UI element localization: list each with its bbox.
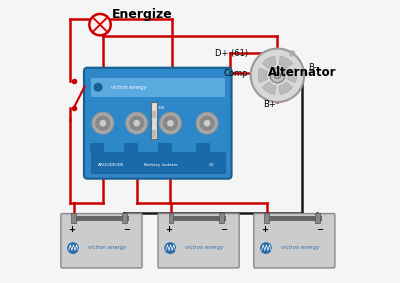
Bar [72, 213, 76, 222]
Text: +: + [261, 225, 268, 234]
Circle shape [164, 242, 176, 254]
FancyBboxPatch shape [61, 214, 142, 268]
Circle shape [200, 116, 214, 130]
Wedge shape [287, 68, 297, 83]
Text: +: + [165, 225, 172, 234]
Text: −: − [220, 225, 227, 234]
Bar [315, 213, 320, 222]
Wedge shape [279, 82, 293, 95]
Text: −: − [123, 225, 130, 234]
Text: Energize: Energize [112, 8, 173, 21]
Bar [158, 143, 172, 152]
Bar [219, 213, 224, 222]
Circle shape [270, 68, 285, 83]
Bar [152, 130, 156, 138]
Bar [152, 111, 156, 118]
Circle shape [204, 120, 210, 127]
Text: victron energy: victron energy [185, 245, 223, 250]
Text: DIODE: DIODE [151, 106, 164, 110]
Text: victron energy: victron energy [111, 85, 147, 90]
Wedge shape [258, 68, 268, 83]
Text: Battery Isolator: Battery Isolator [144, 163, 178, 168]
Bar [124, 143, 138, 152]
Text: Alternator: Alternator [268, 66, 336, 79]
Circle shape [160, 113, 181, 134]
FancyBboxPatch shape [158, 214, 239, 268]
Wedge shape [262, 82, 276, 95]
Circle shape [163, 116, 178, 130]
Bar [91, 152, 225, 173]
Bar [74, 216, 129, 221]
Bar [90, 143, 104, 152]
Circle shape [96, 116, 110, 130]
Circle shape [100, 120, 106, 127]
Text: victron energy: victron energy [281, 245, 319, 250]
Text: CE: CE [208, 163, 214, 168]
Wedge shape [279, 56, 293, 69]
Circle shape [274, 72, 281, 78]
Bar [264, 213, 269, 222]
FancyBboxPatch shape [254, 214, 335, 268]
Circle shape [196, 113, 218, 134]
Circle shape [260, 242, 272, 254]
Text: D+ (61): D+ (61) [215, 49, 248, 58]
Circle shape [167, 120, 174, 127]
Bar [122, 213, 127, 222]
Text: −: − [316, 225, 323, 234]
Text: +: + [68, 225, 75, 234]
Bar [151, 102, 157, 139]
Wedge shape [262, 56, 276, 69]
Bar [171, 216, 226, 221]
Bar [91, 78, 225, 97]
Circle shape [92, 113, 114, 134]
Text: B+: B+ [263, 100, 276, 109]
Circle shape [126, 113, 147, 134]
Text: victron energy: victron energy [88, 245, 126, 250]
Bar [196, 143, 210, 152]
FancyBboxPatch shape [84, 68, 232, 179]
Bar [169, 213, 173, 222]
Circle shape [89, 14, 111, 35]
Circle shape [94, 83, 102, 92]
Circle shape [251, 49, 304, 102]
Text: B-: B- [308, 63, 317, 72]
Circle shape [129, 116, 144, 130]
Text: Comp: Comp [223, 70, 248, 78]
Circle shape [67, 242, 79, 254]
Text: ARGODIODE: ARGODIODE [98, 163, 125, 168]
Circle shape [133, 120, 140, 127]
Bar [267, 216, 322, 221]
